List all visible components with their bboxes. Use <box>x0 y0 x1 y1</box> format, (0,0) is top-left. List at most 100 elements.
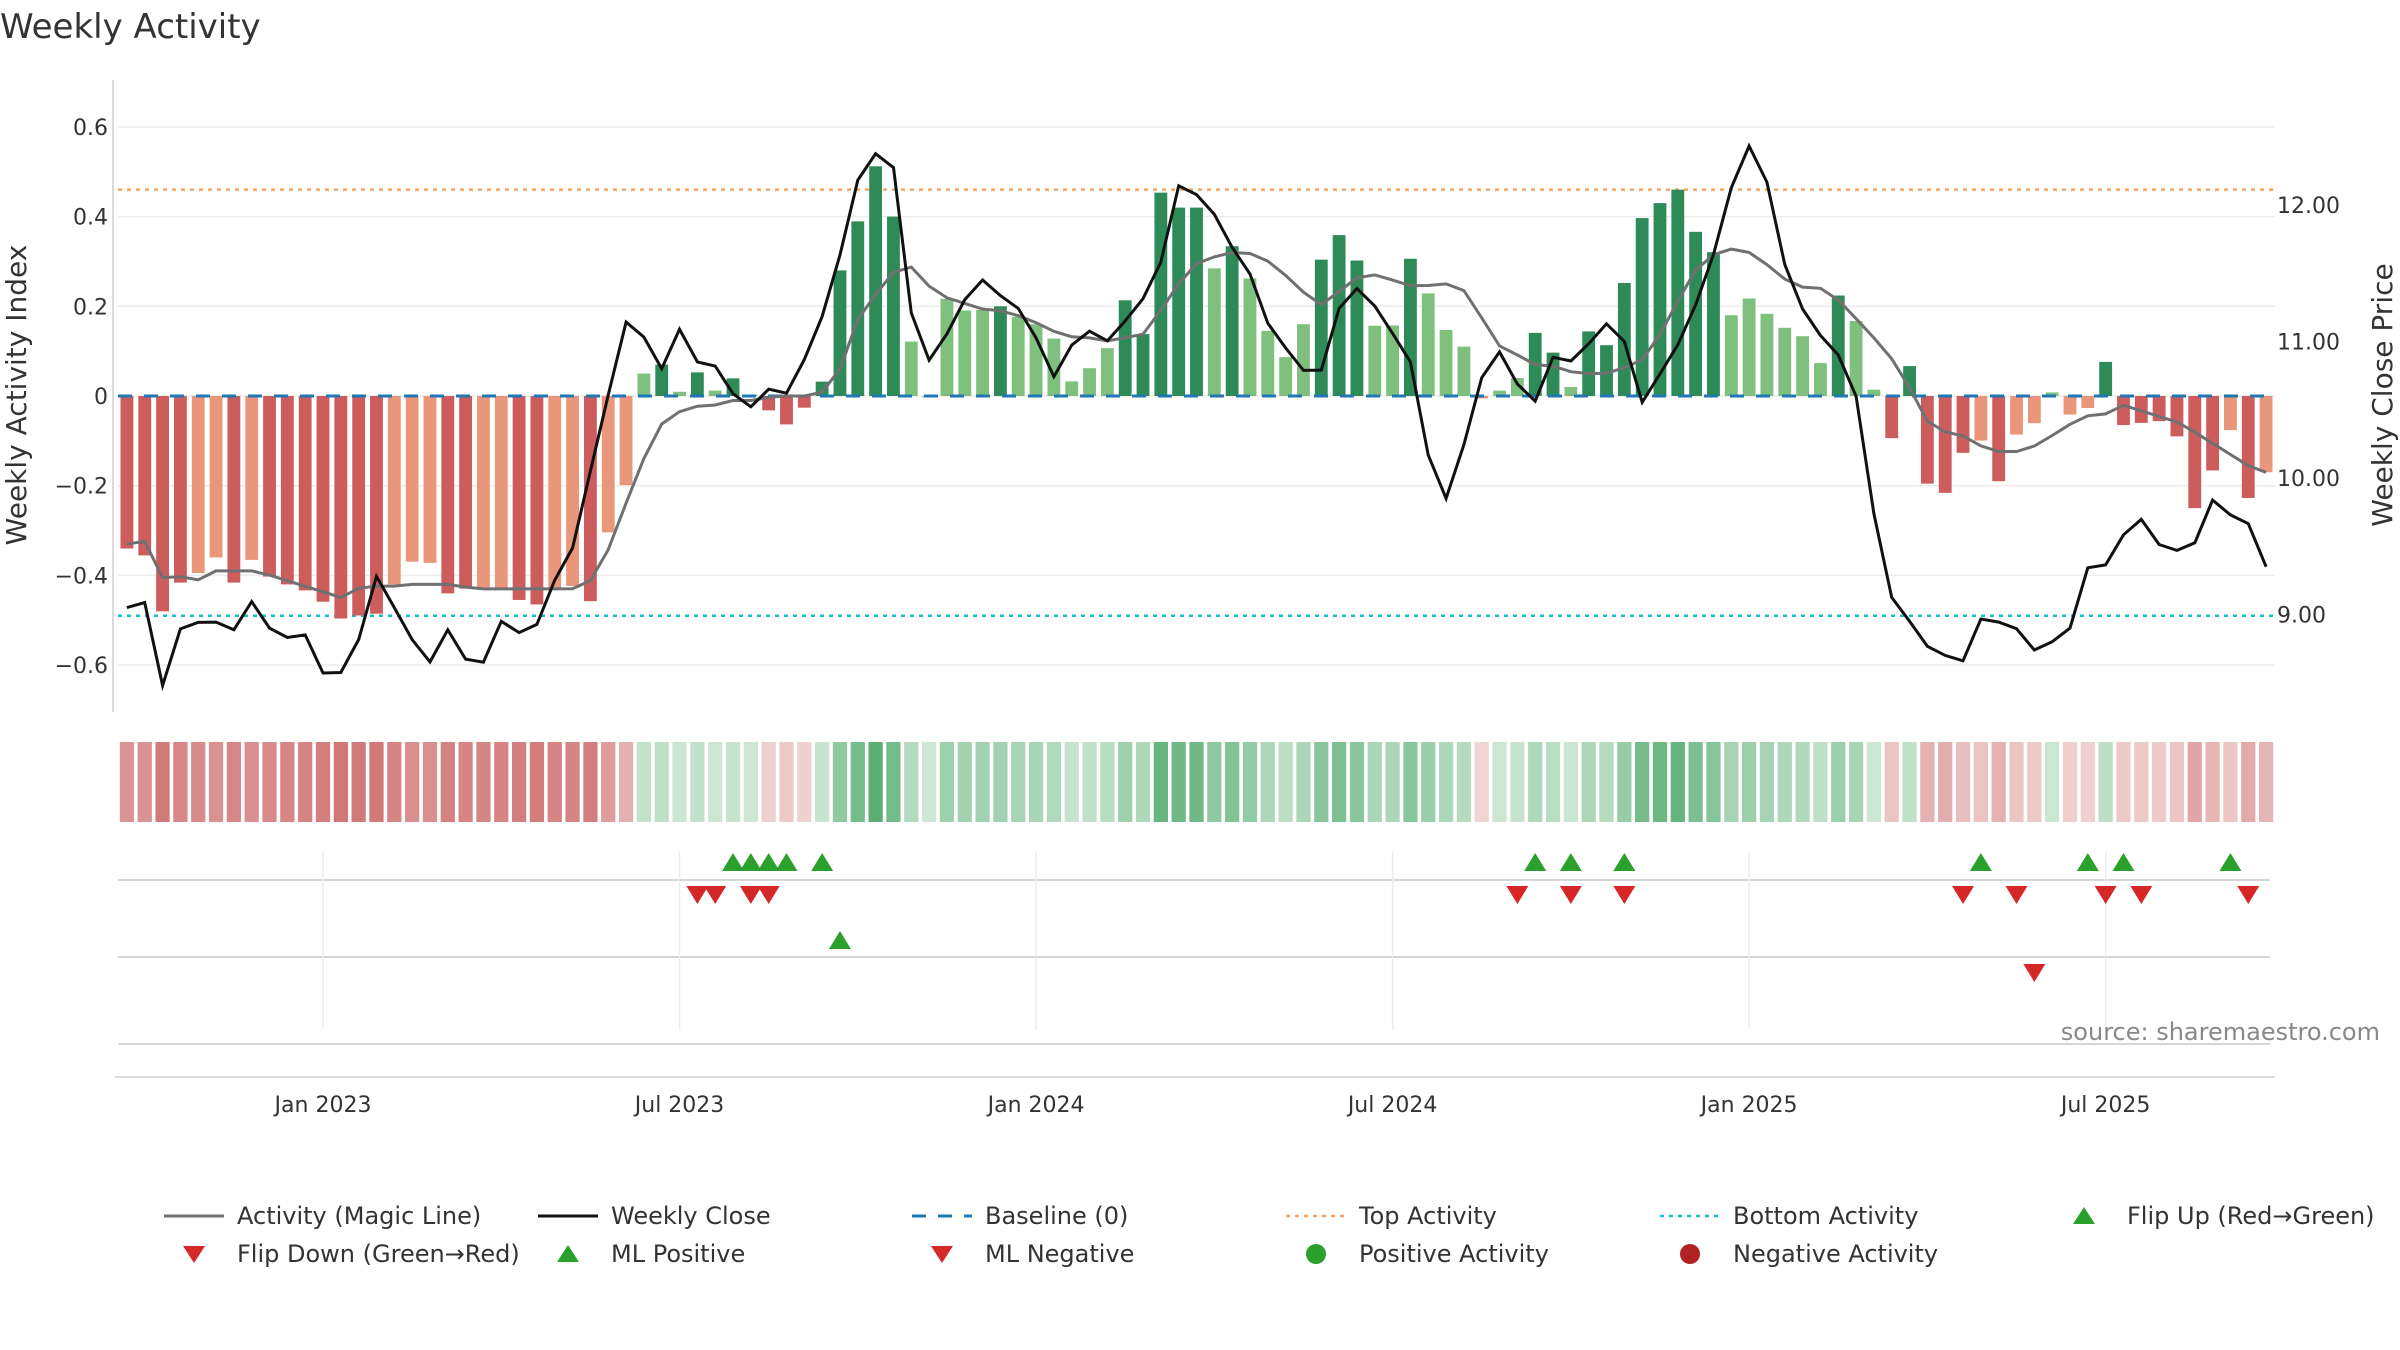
flip-down-marker <box>2005 886 2028 904</box>
heat-cell <box>529 742 545 822</box>
activity-bar <box>1903 366 1916 396</box>
activity-bar <box>423 396 437 563</box>
heat-cell <box>315 742 331 822</box>
heat-cell <box>173 742 188 822</box>
heat-cell <box>1421 742 1436 822</box>
heat-cell <box>1955 742 1971 822</box>
heat-cell <box>601 742 616 822</box>
x-tick-label: Jul 2025 <box>2059 1093 2151 1118</box>
activity-bar <box>1831 295 1845 396</box>
heat-cell <box>1456 742 1472 822</box>
chart-title: Weekly Activity <box>0 7 261 47</box>
heat-cell <box>1938 742 1953 822</box>
heat-cell <box>654 742 669 822</box>
activity-bar <box>280 396 294 585</box>
heat-cell <box>1278 742 1293 822</box>
activity-bar <box>1011 316 1025 396</box>
y-tick-label-left: −0.6 <box>55 654 108 679</box>
heat-cell <box>904 742 919 822</box>
activity-bar <box>1297 324 1310 396</box>
heat-cell <box>2045 742 2060 822</box>
legend-label: ML Positive <box>611 1240 745 1268</box>
legend-label: Baseline (0) <box>985 1202 1128 1230</box>
heat-cell <box>1296 742 1311 822</box>
heat-cell <box>1920 742 1935 822</box>
activity-bar <box>1332 235 1346 396</box>
heat-cell <box>2169 742 2185 822</box>
heat-cell <box>1492 742 1507 822</box>
activity-bar <box>1600 345 1613 396</box>
heat-cell <box>208 742 224 822</box>
heat-cell <box>690 742 705 822</box>
legend-label: Negative Activity <box>1733 1240 1938 1268</box>
heat-cell <box>761 742 776 822</box>
activity-bar <box>637 373 651 396</box>
activity-bar <box>512 396 526 600</box>
heat-cell <box>1670 742 1685 822</box>
activity-bar <box>1992 396 2006 482</box>
heat-cell <box>636 742 652 822</box>
activity-bar <box>227 396 241 583</box>
activity-bar <box>1742 298 1756 396</box>
heat-cell <box>797 742 812 822</box>
heat-cell <box>1225 742 1240 822</box>
flip-down-marker <box>2094 886 2117 904</box>
activity-bar <box>1582 331 1596 396</box>
flip-up-marker <box>1969 853 1992 871</box>
activity-heat-strip <box>119 742 2274 822</box>
source-label: source: sharemaestro.com <box>2061 1018 2380 1046</box>
heat-cell <box>1545 742 1561 822</box>
x-tick-label: Jul 2023 <box>633 1093 725 1118</box>
activity-bar <box>173 396 187 583</box>
weekly-close-line <box>126 142 2268 692</box>
activity-bar <box>1510 378 1524 396</box>
x-tick-label: Jan 2023 <box>273 1093 372 1118</box>
x-tick-label: Jan 2024 <box>986 1093 1085 1118</box>
activity-bar <box>2206 396 2220 471</box>
activity-bar <box>2099 361 2113 396</box>
heat-cell <box>832 742 848 822</box>
heat-cell <box>1741 742 1757 822</box>
heat-cell <box>1100 742 1115 822</box>
activity-bar <box>477 396 490 588</box>
heat-cell <box>1813 742 1828 822</box>
legend-label: Flip Up (Red→Green) <box>2127 1202 2375 1230</box>
activity-bar <box>1920 396 1934 484</box>
heat-cell <box>1082 742 1097 822</box>
activity-bar <box>156 396 169 612</box>
y-tick-label-left: −0.4 <box>55 564 108 589</box>
heat-cell <box>547 742 562 822</box>
heat-cell <box>993 742 1008 822</box>
heat-cell <box>1884 742 1899 822</box>
legend: Activity (Magic Line) Weekly Close Baselin… <box>164 1202 2375 1268</box>
activity-bar <box>1671 189 1685 396</box>
heat-cell <box>1652 742 1668 822</box>
heat-cell <box>2258 742 2274 822</box>
heat-cell <box>1635 742 1650 822</box>
heat-cell <box>494 742 509 822</box>
x-tick-label: Jul 2024 <box>1346 1093 1438 1118</box>
heat-cell <box>1599 742 1614 822</box>
heat-cell <box>1171 742 1186 822</box>
heat-cell <box>1474 742 1489 822</box>
activity-bar <box>1974 396 1988 441</box>
heat-cell <box>1403 742 1418 822</box>
heat-cell <box>2009 742 2024 822</box>
activity-bar <box>1707 252 1720 396</box>
ml-negative-marker <box>2023 964 2046 982</box>
activity-bar <box>1225 246 1239 396</box>
activity-bar <box>673 391 686 396</box>
activity-bar <box>1047 338 1061 396</box>
activity-bar <box>1635 218 1649 396</box>
heat-cell <box>369 742 384 822</box>
heat-cell <box>618 742 634 822</box>
heat-cell <box>226 742 242 822</box>
heat-cell <box>2080 742 2095 822</box>
activity-bar <box>494 396 508 588</box>
heat-cell <box>939 742 955 822</box>
heat-cell <box>1331 742 1347 822</box>
flip-up-marker <box>2112 853 2135 871</box>
activity-bar <box>1261 330 1275 396</box>
activity-bar <box>2170 396 2184 437</box>
y-tick-label-right: 12.00 <box>2277 194 2340 219</box>
